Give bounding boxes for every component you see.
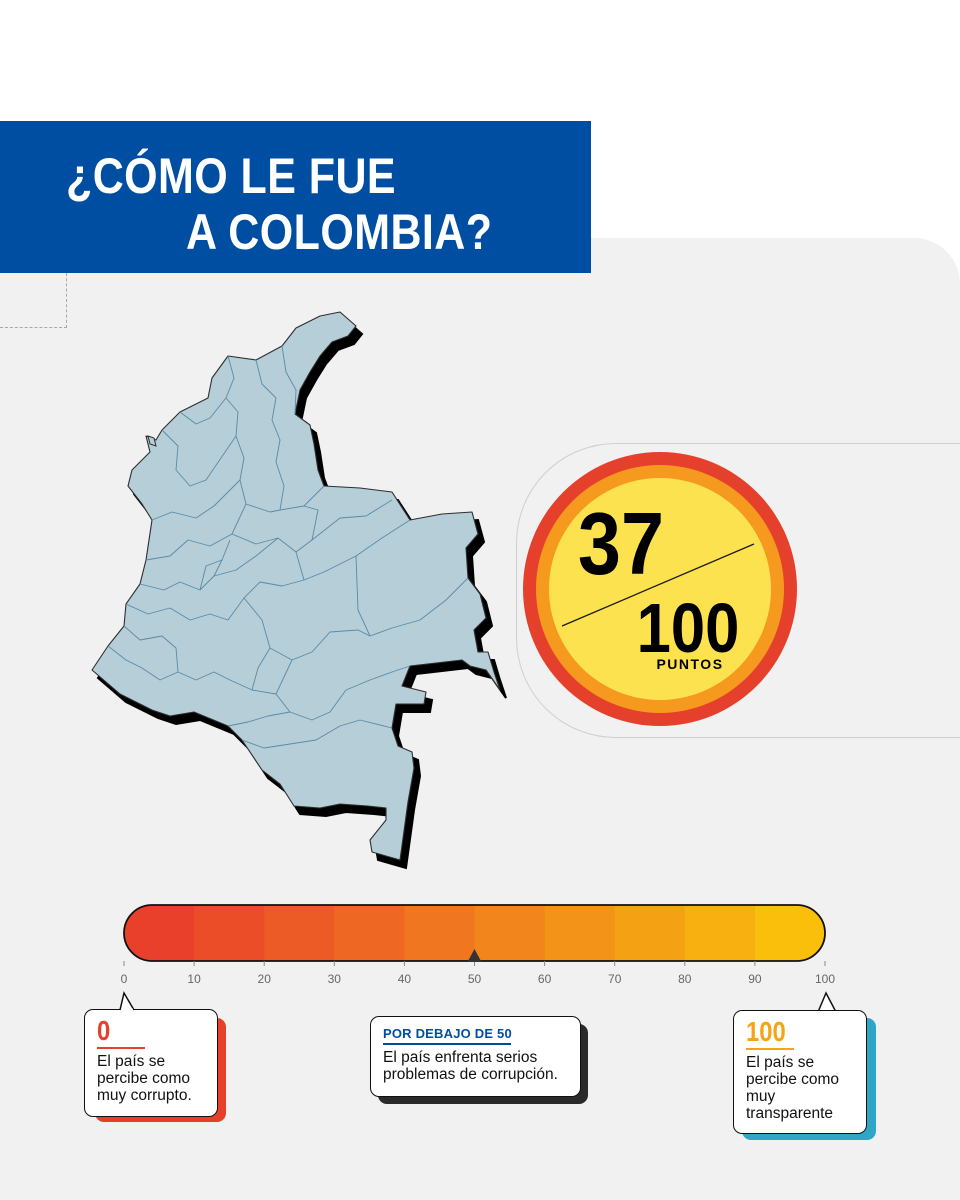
score-unit: PUNTOS xyxy=(656,656,723,672)
fraction-line xyxy=(561,543,755,627)
title-line-1: ¿CÓMO LE FUE xyxy=(66,148,397,204)
scale-segment xyxy=(684,905,756,961)
scale-tick-label: 10 xyxy=(187,972,201,986)
note-high-text: El país se percibe como muy transparente xyxy=(746,1053,840,1122)
score-value: 37 xyxy=(578,494,664,593)
scale-segment xyxy=(474,905,546,961)
scale-tick-label: 100 xyxy=(815,972,835,986)
scale-segment xyxy=(264,905,335,961)
note-low-text: El país se percibe como muy corrupto. xyxy=(97,1052,192,1104)
dashed-guide xyxy=(0,273,67,328)
scale-segment xyxy=(754,905,825,961)
scale-segment xyxy=(404,905,476,961)
note-middle: POR DEBAJO DE 50 El país enfrenta serios… xyxy=(370,1016,581,1097)
scale-tick-label: 20 xyxy=(258,972,272,986)
scale-tick-label: 0 xyxy=(121,972,128,986)
map-body xyxy=(91,311,501,861)
note-low-number: 0 xyxy=(97,1015,111,1046)
department-borders xyxy=(107,345,469,749)
note-high-number: 100 xyxy=(746,1016,786,1047)
scale-segment xyxy=(124,905,195,961)
scale-segment xyxy=(194,905,265,961)
scale-tick-label: 30 xyxy=(328,972,342,986)
note-middle-heading: POR DEBAJO DE 50 xyxy=(383,1026,512,1041)
scale-tick-label: 50 xyxy=(468,972,482,986)
scale-tick-label: 80 xyxy=(678,972,692,986)
title-line-2: A COLOMBIA? xyxy=(186,204,493,260)
island xyxy=(147,435,157,447)
note-middle-text: El país enfrenta serios problemas de cor… xyxy=(383,1048,558,1083)
scale-tick-label: 90 xyxy=(748,972,762,986)
scale-tick-label: 70 xyxy=(608,972,622,986)
scale-ticks: 0 10 20 30 40 50 60 70 80 90 100 xyxy=(121,961,835,986)
scale-segment xyxy=(334,905,405,961)
scale-tick-label: 40 xyxy=(398,972,412,986)
scale-marker xyxy=(467,949,482,962)
badge-inner-disc xyxy=(549,478,771,700)
score-max: 100 xyxy=(637,588,740,667)
title-banner: ¿CÓMO LE FUE A COLOMBIA? xyxy=(0,121,591,273)
note-middle-rule xyxy=(383,1043,511,1045)
note-low: 0 El país se percibe como muy corrupto. xyxy=(84,1009,218,1117)
scale-segment xyxy=(544,905,616,961)
scale-segment xyxy=(614,905,686,961)
scale-bar-segments xyxy=(124,905,825,961)
scale-tick-label: 60 xyxy=(538,972,552,986)
note-high: 100 El país se percibe como muy transpar… xyxy=(733,1010,867,1134)
note-high-rule xyxy=(746,1048,794,1050)
note-low-rule xyxy=(97,1047,145,1049)
